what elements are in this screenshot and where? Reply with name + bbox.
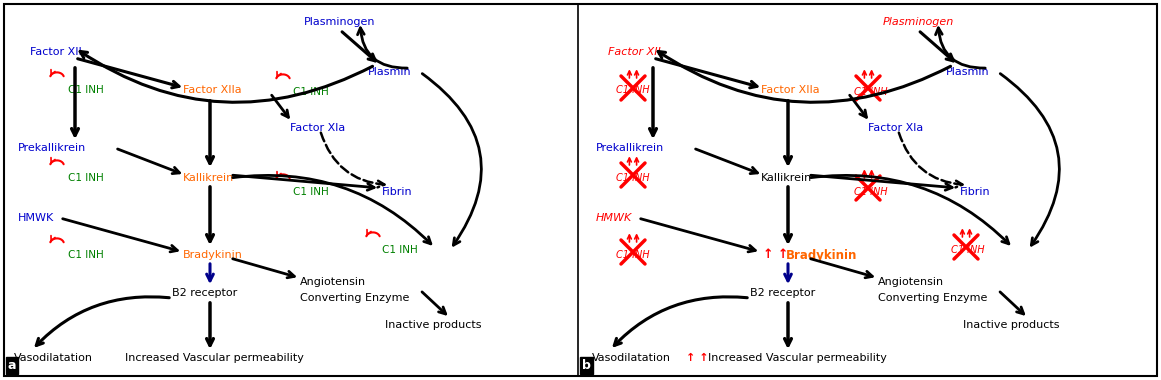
Text: a: a <box>8 359 16 372</box>
Text: Factor Xla: Factor Xla <box>868 123 923 133</box>
Text: C1 INH: C1 INH <box>68 250 103 260</box>
Text: Factor Xla: Factor Xla <box>290 123 345 133</box>
Text: C1 INH: C1 INH <box>68 85 103 95</box>
Text: Converting Enzyme: Converting Enzyme <box>878 293 987 303</box>
Text: C1 INH: C1 INH <box>68 173 103 183</box>
Text: HMWK: HMWK <box>19 213 55 223</box>
Text: C1 INH: C1 INH <box>293 87 329 97</box>
Text: b: b <box>582 359 591 372</box>
Text: Inactive products: Inactive products <box>962 320 1060 330</box>
Text: C1 INH: C1 INH <box>616 85 650 95</box>
Text: C1 INH: C1 INH <box>951 245 985 255</box>
Text: Converting Enzyme: Converting Enzyme <box>300 293 410 303</box>
Text: Fibrin: Fibrin <box>960 187 990 197</box>
Text: ↑ ↑: ↑ ↑ <box>686 353 708 363</box>
Text: Prekallikrein: Prekallikrein <box>19 143 86 153</box>
Text: Increased Vascular permeability: Increased Vascular permeability <box>125 353 304 363</box>
Text: Increased Vascular permeability: Increased Vascular permeability <box>708 353 887 363</box>
Text: Factor XIIa: Factor XIIa <box>760 85 820 95</box>
Text: Kallikrein: Kallikrein <box>760 173 813 183</box>
Text: Factor XIIa: Factor XIIa <box>183 85 241 95</box>
Text: Plasmin: Plasmin <box>946 67 990 77</box>
Text: Plasmin: Plasmin <box>368 67 412 77</box>
Text: Bradykinin: Bradykinin <box>786 249 857 261</box>
Text: Kallikrein: Kallikrein <box>183 173 235 183</box>
Text: Vasodilatation: Vasodilatation <box>592 353 671 363</box>
Text: B2 receptor: B2 receptor <box>172 288 237 298</box>
Text: C1 INH: C1 INH <box>616 173 650 183</box>
Text: C1 INH: C1 INH <box>293 187 329 197</box>
Text: Plasminogen: Plasminogen <box>304 17 376 27</box>
Text: B2 receptor: B2 receptor <box>750 288 815 298</box>
Text: C1 INH: C1 INH <box>382 245 418 255</box>
Text: Prekallikrein: Prekallikrein <box>596 143 664 153</box>
Text: Inactive products: Inactive products <box>385 320 482 330</box>
Text: Factor XII: Factor XII <box>30 47 81 57</box>
Text: Factor XII: Factor XII <box>608 47 661 57</box>
Text: ↑ ↑: ↑ ↑ <box>763 249 788 261</box>
Text: Plasminogen: Plasminogen <box>882 17 953 27</box>
Text: Angiotensin: Angiotensin <box>878 277 944 287</box>
Text: Fibrin: Fibrin <box>382 187 412 197</box>
Text: C1 INH: C1 INH <box>854 87 888 97</box>
Text: C1 INH: C1 INH <box>616 250 650 260</box>
Text: Angiotensin: Angiotensin <box>300 277 366 287</box>
Text: Bradykinin: Bradykinin <box>183 250 243 260</box>
Text: Vasodilatation: Vasodilatation <box>14 353 93 363</box>
Text: C1 INH: C1 INH <box>854 187 888 197</box>
Text: HMWK: HMWK <box>596 213 633 223</box>
